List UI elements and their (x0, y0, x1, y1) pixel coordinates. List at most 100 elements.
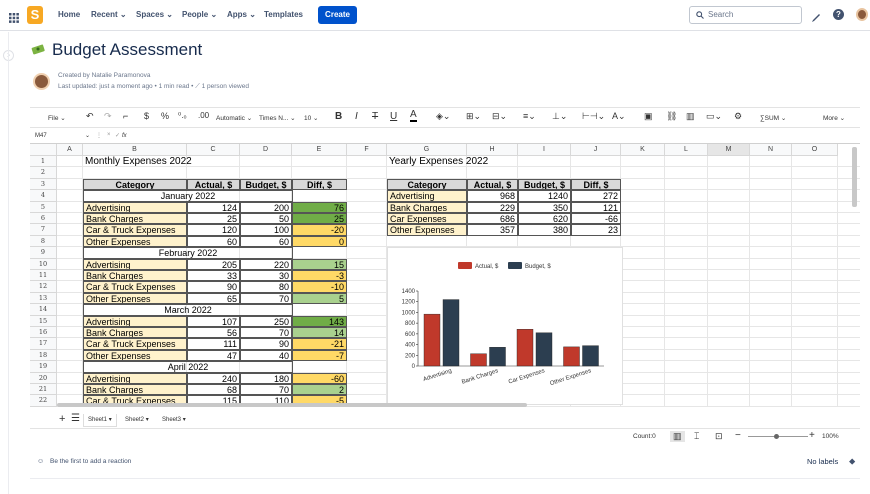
diff-cell[interactable]: 25 (292, 213, 347, 225)
file-menu[interactable]: File ⌄ (48, 115, 66, 122)
diff-cell[interactable]: 2 (292, 384, 347, 396)
decimals-button[interactable]: ⁰.₀ (178, 111, 187, 120)
row-header[interactable]: 6 (30, 213, 57, 225)
diff-cell[interactable]: 23 (571, 224, 621, 236)
diff-cell[interactable]: -10 (292, 281, 347, 293)
nav-home[interactable]: Home (58, 10, 81, 19)
budget-cell[interactable]: 220 (240, 258, 292, 270)
sheet-tab-3[interactable]: Sheet3 ▾ (162, 417, 186, 423)
confluence-logo-icon[interactable]: S (27, 6, 43, 24)
font-family-select[interactable]: Times N... ⌄ (259, 115, 296, 122)
zoom-out-icon[interactable]: − (735, 430, 741, 441)
page-layout-icon[interactable]: ⌶ (694, 431, 700, 441)
comment-icon[interactable]: ▭⌄ (706, 111, 723, 121)
redo-icon[interactable]: ↷ (104, 111, 112, 121)
row-header[interactable]: 5 (30, 201, 57, 213)
column-header[interactable]: M (708, 144, 750, 156)
merge-cells-icon[interactable]: ⊟⌄ (492, 111, 508, 121)
diff-cell[interactable]: 272 (571, 190, 621, 202)
add-sheet-icon[interactable]: + (59, 413, 66, 425)
table-header[interactable]: Category (387, 178, 467, 191)
diff-cell[interactable]: 0 (292, 235, 347, 248)
text-color-button[interactable]: A (410, 109, 417, 122)
fill-color-icon[interactable]: ◈⌄ (436, 111, 451, 121)
create-button[interactable]: Create (318, 6, 357, 24)
month-heading[interactable]: March 2022 (83, 304, 293, 316)
row-header[interactable]: 4 (30, 190, 57, 202)
column-header[interactable]: E (292, 144, 347, 156)
budget-cell[interactable]: 620 (518, 213, 571, 225)
currency-button[interactable]: $ (144, 111, 150, 121)
row-header[interactable]: 1 (30, 156, 57, 168)
cancel-icon[interactable]: × (107, 132, 111, 138)
budget-cell[interactable]: 70 (240, 292, 292, 305)
diff-cell[interactable]: -3 (292, 270, 347, 282)
diff-cell[interactable]: 76 (292, 201, 347, 213)
actual-cell[interactable]: 65 (187, 292, 240, 305)
actual-cell[interactable]: 111 (187, 338, 240, 350)
column-header[interactable]: J (571, 144, 621, 156)
table-header[interactable]: Category (83, 178, 187, 191)
diff-cell[interactable]: 121 (571, 201, 621, 213)
underline-button[interactable]: U (390, 111, 398, 122)
budget-cell[interactable]: 70 (240, 384, 292, 396)
insert-chart-icon[interactable]: ▥ (686, 111, 695, 121)
diff-cell[interactable]: -20 (292, 224, 347, 236)
diff-cell[interactable]: -7 (292, 349, 347, 362)
borders-icon[interactable]: ⊞⌄ (466, 111, 482, 121)
actual-cell[interactable]: 240 (187, 372, 240, 384)
actual-cell[interactable]: 120 (187, 224, 240, 236)
nav-apps[interactable]: Apps ⌄ (227, 10, 256, 19)
budget-chart[interactable]: 0 200 400 600 800 1000 1200 1400 Advertising Bank… (387, 247, 623, 405)
column-header[interactable]: L (665, 144, 708, 156)
sheet-list-icon[interactable]: ☰ (71, 413, 80, 424)
category-cell[interactable]: Car & Truck Expenses (83, 224, 187, 236)
category-cell[interactable]: Bank Charges (83, 384, 187, 396)
category-cell[interactable]: Bank Charges (83, 213, 187, 225)
column-header[interactable]: F (347, 144, 387, 156)
column-header[interactable]: O (792, 144, 838, 156)
insert-image-icon[interactable]: ▣ (644, 111, 653, 121)
notifications-icon[interactable] (811, 10, 821, 28)
column-header[interactable]: A (57, 144, 83, 156)
budget-cell[interactable]: 1240 (518, 190, 571, 202)
diff-cell[interactable]: 143 (292, 315, 347, 327)
actual-cell[interactable]: 68 (187, 384, 240, 396)
category-cell[interactable]: Car Expenses (387, 213, 467, 225)
actual-cell[interactable]: 686 (467, 213, 518, 225)
column-header[interactable]: D (240, 144, 292, 156)
column-header[interactable]: B (83, 144, 187, 156)
budget-cell[interactable]: 80 (240, 281, 292, 293)
column-header[interactable]: I (518, 144, 571, 156)
actual-cell[interactable]: 90 (187, 281, 240, 293)
monthly-title[interactable]: Monthly Expenses 2022 (85, 156, 192, 167)
sheet-tab-2[interactable]: Sheet2 ▾ (125, 417, 149, 423)
actual-cell[interactable]: 124 (187, 201, 240, 213)
row-header[interactable]: 22 (30, 395, 57, 407)
category-cell[interactable]: Car & Truck Expenses (83, 281, 187, 293)
undo-icon[interactable]: ↶ (86, 111, 94, 121)
budget-cell[interactable]: 100 (240, 224, 292, 236)
row-header[interactable]: 7 (30, 224, 57, 236)
category-cell[interactable]: Advertising (83, 372, 187, 384)
viewed-count[interactable]: 1 person viewed (201, 83, 249, 90)
month-heading[interactable]: April 2022 (83, 361, 293, 373)
row-header[interactable]: 9 (30, 247, 57, 259)
row-header[interactable]: 2 (30, 167, 57, 179)
category-cell[interactable]: Other Expenses (387, 224, 467, 236)
budget-cell[interactable]: 350 (518, 201, 571, 213)
budget-cell[interactable]: 90 (240, 338, 292, 350)
column-header[interactable]: H (467, 144, 518, 156)
vertical-scrollbar[interactable] (852, 147, 857, 207)
actual-cell[interactable]: 33 (187, 270, 240, 282)
budget-cell[interactable]: 50 (240, 213, 292, 225)
nav-spaces[interactable]: Spaces ⌄ (136, 10, 173, 19)
bold-button[interactable]: B (335, 111, 343, 122)
actual-cell[interactable]: 47 (187, 349, 240, 362)
row-header[interactable]: 15 (30, 315, 57, 327)
row-header[interactable]: 20 (30, 372, 57, 384)
row-header[interactable]: 10 (30, 258, 57, 270)
diff-cell[interactable]: 14 (292, 327, 347, 339)
row-header[interactable]: 8 (30, 235, 57, 248)
budget-cell[interactable]: 380 (518, 224, 571, 236)
